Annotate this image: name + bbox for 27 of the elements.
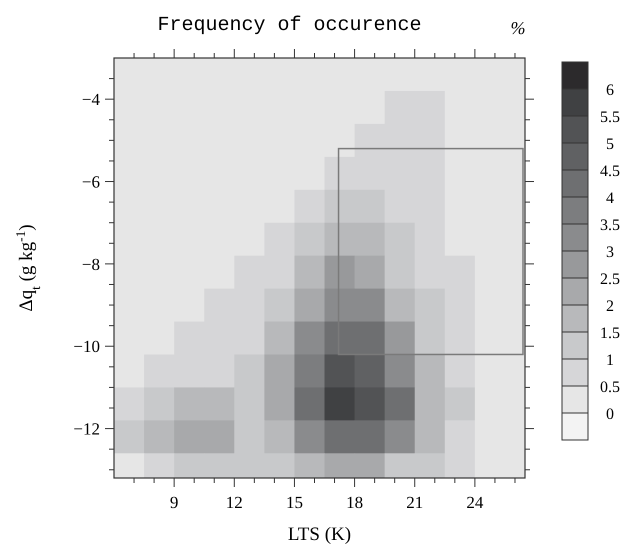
y-tick-label: −8	[82, 254, 100, 274]
color-bar-title: %	[510, 18, 526, 38]
color-bar-label: 1.5	[600, 325, 620, 342]
color-bar-label: 0	[606, 406, 614, 423]
y-tick-label: −4	[82, 90, 100, 110]
chart-title: Frequency of occurence	[157, 14, 422, 37]
color-bar-label: 5.5	[600, 109, 620, 126]
color-bar-label: 1	[606, 352, 614, 369]
x-tick-label: 12	[226, 493, 243, 512]
x-tick-label: 9	[170, 493, 178, 512]
y-tick-label: −6	[82, 172, 100, 192]
y-tick-label: −12	[73, 420, 100, 439]
x-tick-label: 21	[406, 493, 424, 512]
y-tick-label: −10	[73, 337, 100, 356]
x-tick-label: 24	[466, 493, 484, 512]
color-bar-label: 3	[606, 244, 614, 261]
x-tick-label: 15	[286, 493, 303, 512]
color-bar-label: 3.5	[600, 217, 620, 234]
color-bar-label: 2.5	[600, 271, 620, 288]
color-bar-label: 2	[606, 298, 614, 315]
x-axis-title: LTS (K)	[288, 524, 352, 545]
x-tick-label: 18	[346, 493, 364, 512]
color-bar-label: 0.5	[600, 379, 620, 396]
color-bar-label: 4	[606, 190, 614, 207]
color-bar-label: 6	[606, 82, 614, 99]
color-bar-label: 5	[606, 136, 614, 153]
color-bar-label: 4.5	[600, 163, 620, 180]
